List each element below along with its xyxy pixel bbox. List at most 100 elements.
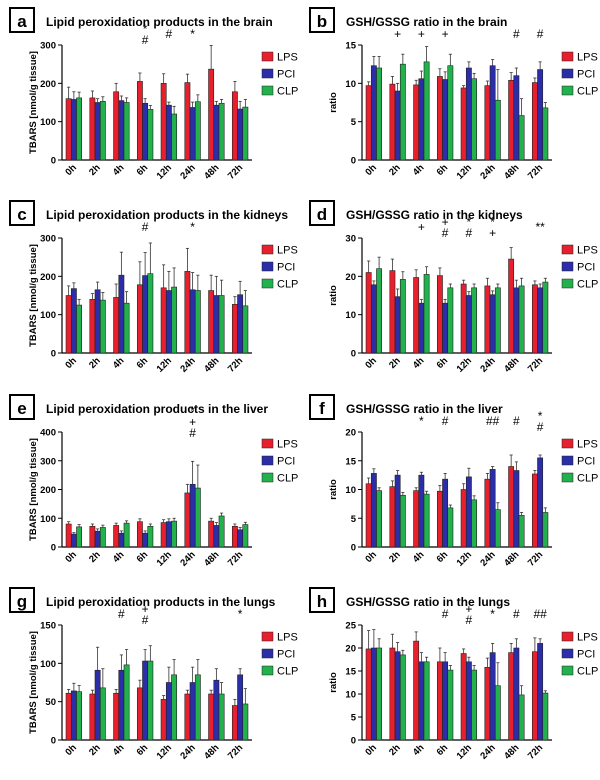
bar-lps: [160, 287, 167, 354]
chart-title: Lipid peroxidation products in the liver: [46, 402, 268, 416]
chart-title: Lipid peroxidation products in the lungs: [46, 595, 276, 609]
chart-panel-a: a Lipid peroxidation products in the brai…: [9, 7, 298, 182]
significance-marker: +: [142, 602, 149, 616]
bar-lps: [184, 82, 191, 161]
x-tick-label: 12h: [455, 742, 474, 761]
panel-label: a: [17, 12, 27, 31]
bar-clp: [518, 285, 525, 354]
panel-label-box: [309, 200, 335, 226]
bar-clp: [242, 524, 249, 548]
legend-label-clp: CLP: [577, 666, 598, 678]
y-tick-label: 400: [40, 428, 56, 439]
legend-label-pci: PCI: [577, 649, 595, 661]
bar-lps: [231, 705, 238, 741]
bar-clp: [76, 304, 83, 354]
bar-lps: [208, 520, 215, 548]
bar-lps: [365, 483, 372, 548]
chart-title: GSH/GSSG ratio in the brain: [346, 15, 507, 29]
significance-marker: *: [467, 215, 472, 229]
significance-marker: #: [118, 607, 125, 621]
significance-marker: #: [142, 613, 149, 627]
bar-pci: [394, 474, 401, 548]
bar-lps: [136, 284, 143, 354]
bar-lps: [113, 91, 120, 161]
x-tick-label: 48h: [502, 162, 521, 181]
chart-panel-g: g Lipid peroxidation products in the lung…: [9, 587, 298, 762]
bar-lps: [508, 652, 515, 741]
y-tick-label: 5: [351, 514, 357, 525]
bar-pci: [118, 669, 125, 741]
legend-swatch-lps: [261, 438, 274, 449]
bar-lps: [460, 653, 467, 741]
significance-marker: *: [238, 607, 243, 621]
bar-pci: [465, 476, 472, 548]
x-tick-label: 6h: [135, 549, 151, 565]
y-tick-label: 20: [345, 644, 356, 655]
bar-lps: [508, 466, 515, 548]
y-tick-label: 100: [40, 659, 56, 670]
bar-lps: [136, 81, 143, 161]
bar-pci: [142, 102, 149, 161]
bar-pci: [418, 78, 425, 161]
legend-swatch-lps: [261, 631, 274, 642]
bar-clp: [471, 78, 478, 161]
y-axis-label: ratio: [328, 285, 339, 306]
panel-label: d: [317, 205, 327, 224]
bar-pci: [213, 295, 220, 354]
significance-marker: #: [466, 613, 473, 627]
y-tick-label: 20: [345, 428, 356, 439]
bar-pci: [370, 647, 377, 741]
x-tick-label: 12h: [455, 355, 474, 374]
bar-lps: [89, 693, 96, 741]
significance-marker: +: [418, 220, 425, 234]
bar-clp: [194, 290, 201, 354]
bar-lps: [413, 640, 420, 741]
significance-marker: #: [442, 607, 449, 621]
chart-title: GSH/GSSG ratio in the lungs: [346, 595, 510, 609]
bar-clp: [218, 102, 225, 161]
chart-panel-h: h GSH/GSSG ratio in the lungs ratio 0 5 10 15 2…: [309, 587, 598, 762]
bar-clp: [99, 527, 106, 548]
y-tick-label: 10: [345, 690, 356, 701]
y-tick-label: 15: [345, 667, 356, 678]
x-tick-label: 2h: [387, 742, 403, 758]
significance-marker: #: [513, 414, 520, 428]
legend-label-clp: CLP: [277, 473, 298, 485]
significance-marker: +: [442, 215, 449, 229]
x-tick-label: 6h: [435, 355, 451, 371]
bar-lps: [113, 692, 120, 741]
bar-pci: [442, 661, 449, 741]
significance-marker: *: [490, 607, 495, 621]
significance-marker: +: [465, 602, 472, 616]
x-tick-label: 48h: [502, 549, 521, 568]
bar-pci: [94, 669, 101, 741]
x-tick-label: 2h: [387, 355, 403, 371]
bar-lps: [531, 82, 538, 161]
bar-clp: [194, 487, 201, 548]
legend-swatch-pci: [261, 648, 274, 659]
bar-lps: [208, 290, 215, 354]
bar-clp: [447, 287, 454, 354]
x-tick-label: 2h: [387, 162, 403, 178]
legend-label-lps: LPS: [277, 52, 298, 64]
x-tick-label: 72h: [526, 162, 545, 181]
x-tick-label: 0h: [63, 742, 79, 758]
y-tick-label: 15: [345, 41, 356, 52]
y-tick-label: 0: [351, 736, 356, 747]
x-tick-label: 12h: [455, 549, 474, 568]
bar-pci: [489, 65, 496, 161]
bar-clp: [399, 63, 406, 161]
bar-lps: [531, 284, 538, 354]
significance-marker: #: [442, 226, 449, 240]
bar-pci: [94, 289, 101, 354]
legend-swatch-lps: [261, 51, 274, 62]
chart-title: GSH/GSSG ratio in the kidneys: [346, 208, 523, 222]
bar-pci: [189, 289, 196, 354]
x-tick-label: 24h: [478, 742, 497, 761]
bar-lps: [136, 521, 143, 548]
bar-pci: [189, 682, 196, 741]
chart-panel-c: c Lipid peroxidation products in the kidn…: [9, 200, 298, 375]
significance-marker: +: [442, 27, 449, 41]
y-tick-label: 10: [345, 79, 356, 90]
